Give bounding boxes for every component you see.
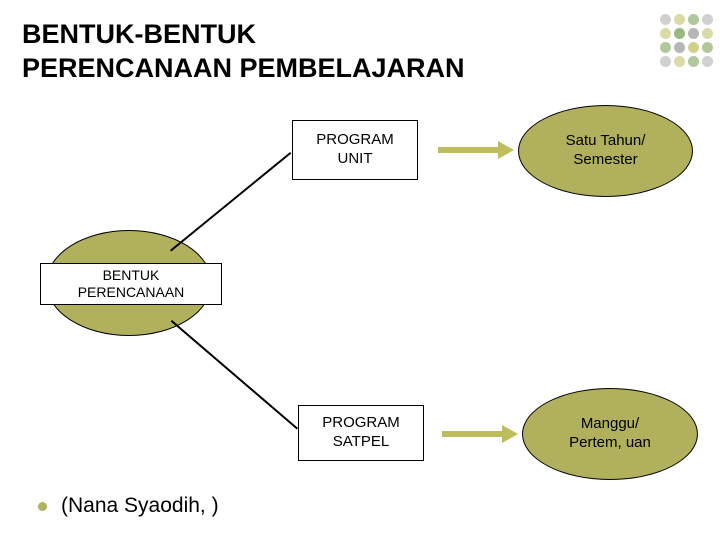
satu-tahun-node: Satu Tahun/Semester bbox=[518, 105, 693, 197]
bentuk-node: BENTUKPERENCANAAN bbox=[40, 263, 222, 305]
connector-line-bottom bbox=[171, 320, 298, 429]
bullet-icon bbox=[38, 502, 47, 511]
bentuk-label: BENTUKPERENCANAAN bbox=[78, 267, 185, 302]
title-text: BENTUK-BENTUKPERENCANAAN PEMBELAJARAN bbox=[22, 19, 465, 83]
footer: (Nana Syaodih, ) bbox=[38, 494, 219, 518]
arrow-top bbox=[438, 141, 514, 159]
arrow-bottom bbox=[442, 425, 518, 443]
program-unit-node: PROGRAMUNIT bbox=[292, 120, 418, 180]
manggu-label: Manggu/Pertem, uan bbox=[569, 415, 651, 453]
program-satpel-label: PROGRAMSATPEL bbox=[322, 414, 400, 452]
page-title: BENTUK-BENTUKPERENCANAAN PEMBELAJARAN bbox=[22, 18, 465, 86]
arrow-head-icon bbox=[498, 141, 514, 159]
program-satpel-node: PROGRAMSATPEL bbox=[298, 405, 424, 461]
connector-line-top bbox=[170, 152, 291, 251]
program-unit-label: PROGRAMUNIT bbox=[316, 131, 394, 169]
arrow-shaft bbox=[438, 147, 498, 153]
manggu-node: Manggu/Pertem, uan bbox=[522, 388, 698, 480]
decor-dots bbox=[658, 12, 714, 68]
footer-text: (Nana Syaodih, ) bbox=[61, 494, 219, 518]
arrow-head-icon bbox=[502, 425, 518, 443]
satu-tahun-label: Satu Tahun/Semester bbox=[566, 132, 646, 170]
arrow-shaft bbox=[442, 431, 502, 437]
